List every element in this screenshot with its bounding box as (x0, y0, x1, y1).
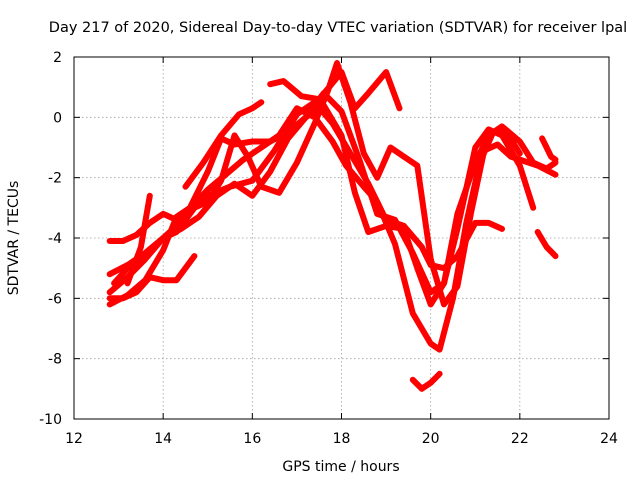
x-tick-label: 20 (422, 431, 440, 447)
y-tick-label: -6 (48, 291, 62, 307)
data-traces (106, 60, 559, 392)
y-tick-label: -10 (39, 412, 62, 428)
series-trace-11 (534, 229, 559, 260)
y-tick-label: -4 (48, 231, 62, 247)
series-trace-8 (267, 69, 403, 112)
chart-title: Day 217 of 2020, Sidereal Day-to-day VTE… (49, 20, 627, 36)
x-tick-label: 12 (65, 431, 83, 447)
x-tick-label: 14 (154, 431, 172, 447)
y-tick-label: -8 (48, 352, 62, 368)
y-tick-label: 0 (53, 110, 62, 126)
series-trace-10 (409, 370, 443, 392)
y-tick-label: 2 (53, 50, 62, 66)
series-trace-12 (539, 135, 559, 163)
axis-ticks: 12 14 16 18 20 22 24 -10 -8 -6 -4 -2 0 2 (39, 50, 618, 447)
series-trace-6 (106, 253, 198, 302)
x-tick-label: 24 (600, 431, 618, 447)
series-trace-4 (106, 102, 559, 308)
series-trace-7 (182, 99, 265, 190)
y-tick-label: -2 (48, 171, 62, 187)
x-tick-label: 18 (333, 431, 351, 447)
x-tick-label: 16 (243, 431, 261, 447)
x-tick-label: 22 (511, 431, 529, 447)
x-axis-label: GPS time / hours (282, 459, 399, 475)
y-axis-label: SDTVAR / TECUs (6, 181, 22, 296)
series-trace-9 (124, 192, 153, 287)
